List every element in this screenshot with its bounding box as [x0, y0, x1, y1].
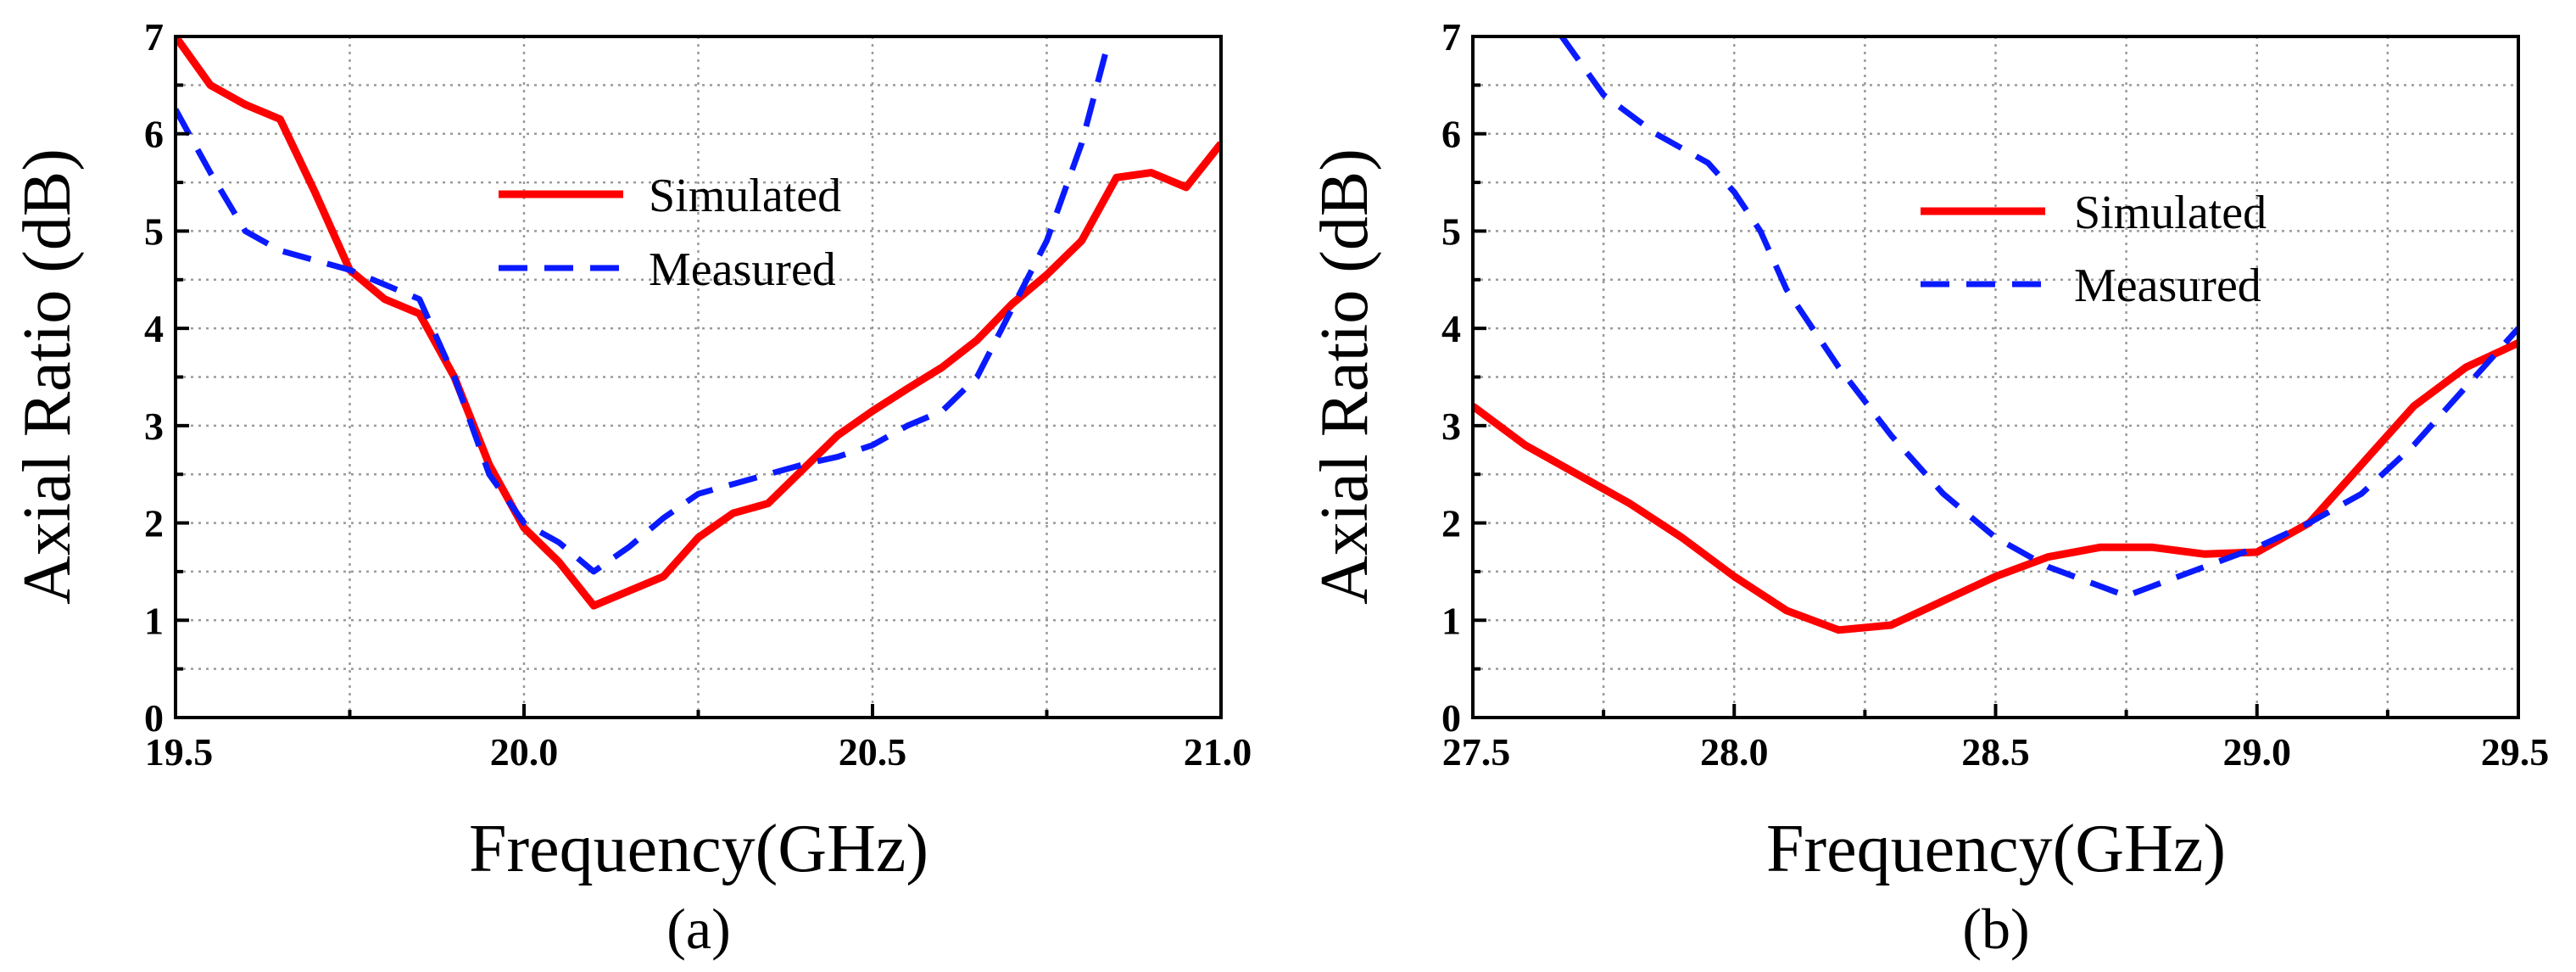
tick-label-x-a: 20.0 — [490, 730, 559, 774]
tick-label-y-a: 7 — [144, 15, 164, 59]
panel-label-a: (a) — [666, 897, 730, 961]
grid-a — [176, 36, 1221, 718]
plot-frame-a — [174, 35, 1223, 719]
tick-label-y-a: 4 — [144, 307, 164, 350]
legend-label-simulated-a: Simulated — [649, 170, 841, 222]
tick-label-x-a: 21.0 — [1184, 730, 1252, 774]
tick-label-x-b: 29.0 — [2223, 730, 2292, 774]
series-line-measured-b — [1558, 36, 2518, 600]
tick-label-x-a: 20.5 — [839, 730, 907, 774]
panel-label-b: (b) — [1962, 897, 2029, 961]
panel-b: 0 1 2 3 4 5 6 7 27.5 28.0 28.5 29.0 29.5 Axial Ratio… — [1308, 15, 2549, 961]
x-axis-label-b: Frequency(GHz) — [1766, 812, 2226, 886]
grid-b — [1473, 36, 2518, 718]
panel-a: 0 1 2 3 4 5 6 7 19.5 20.0 20.5 21.0 Axial Ratio (dB… — [10, 15, 1252, 961]
tick-label-y-a: 3 — [144, 405, 164, 448]
ticks-a: 0 1 2 3 4 5 6 7 19.5 20.0 20.5 21.0 — [144, 15, 1252, 774]
plot-frame-b — [1471, 35, 2520, 719]
tick-label-y-b: 4 — [1441, 307, 1461, 350]
tick-label-y-a: 0 — [144, 696, 164, 740]
legend-a: Simulated Measured — [499, 170, 841, 296]
tick-label-x-b: 28.5 — [1961, 730, 2030, 774]
series-line-measured-a — [176, 50, 1109, 575]
x-axis-label-a: Frequency(GHz) — [469, 812, 928, 886]
legend-label-measured-a: Measured — [649, 243, 836, 296]
tick-label-y-a: 2 — [144, 502, 164, 545]
legend-b: Simulated Measured — [1921, 187, 2267, 312]
tick-label-y-b: 6 — [1441, 113, 1461, 156]
tick-label-y-a: 5 — [144, 209, 164, 253]
tick-label-x-a: 19.5 — [145, 730, 214, 774]
tick-label-y-b: 1 — [1441, 599, 1461, 642]
tick-label-x-b: 28.0 — [1700, 730, 1769, 774]
y-axis-label-a: Axial Ratio (dB) — [10, 148, 85, 605]
series-line-simulated-b — [1473, 339, 2518, 634]
tick-label-y-b: 2 — [1441, 502, 1461, 545]
tick-label-y-b: 7 — [1441, 15, 1461, 59]
tick-label-y-a: 1 — [144, 599, 164, 642]
tick-label-y-b: 5 — [1441, 209, 1461, 253]
tick-label-x-b: 27.5 — [1442, 730, 1511, 774]
legend-label-measured-b: Measured — [2074, 260, 2261, 312]
tick-label-x-b: 29.5 — [2481, 730, 2550, 774]
ticks-b: 0 1 2 3 4 5 6 7 27.5 28.0 28.5 29.0 29.5 — [1441, 15, 2549, 774]
series-a — [176, 36, 1221, 610]
tick-label-y-b: 0 — [1441, 696, 1461, 740]
tick-label-y-b: 3 — [1441, 405, 1461, 448]
legend-label-simulated-b: Simulated — [2074, 187, 2267, 239]
y-axis-label-b: Axial Ratio (dB) — [1308, 148, 1382, 605]
series-b — [1473, 36, 2518, 634]
tick-label-y-a: 6 — [144, 113, 164, 156]
